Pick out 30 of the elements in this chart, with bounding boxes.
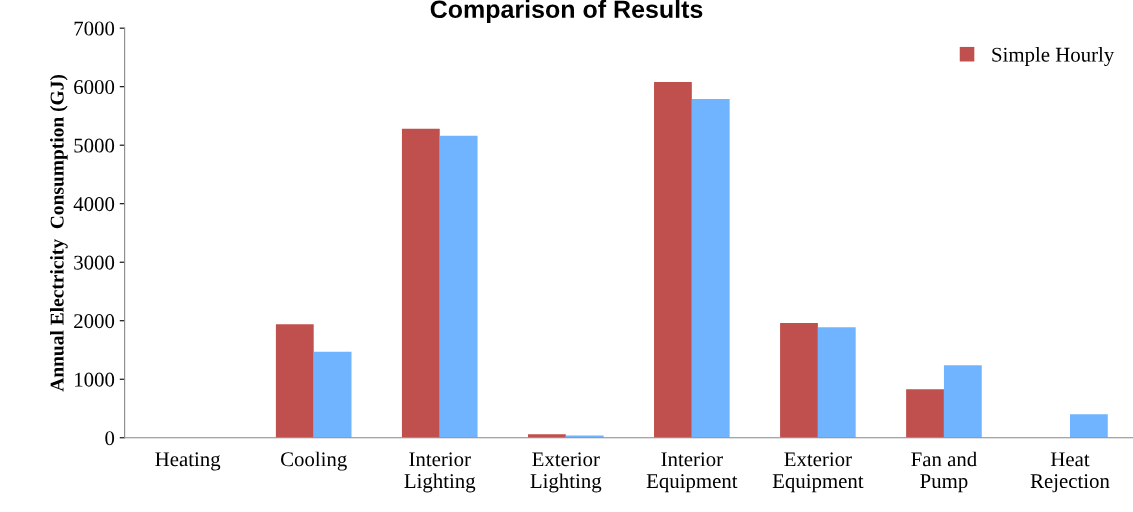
y-tick-label: 7000: [74, 21, 115, 36]
bar: [1069, 414, 1108, 438]
y-tick-label: 6000: [74, 80, 115, 95]
y-tick-label: 1000: [75, 372, 115, 387]
y-tick-label: 4000: [73, 197, 115, 212]
bar: [654, 81, 692, 438]
bar: [691, 98, 730, 438]
bar: [780, 323, 818, 438]
x-tick-label: Heating: [155, 452, 221, 471]
bar: [943, 365, 982, 438]
x-tick-label: Fan and Pump: [911, 451, 977, 493]
legend-label: Simple Hourly: [992, 47, 1115, 66]
x-tick-label: Heat Rejection: [1030, 452, 1110, 493]
y-tick-label: 3000: [74, 255, 115, 270]
x-tick-label: Exterior Lighting: [530, 452, 602, 493]
bar: [275, 324, 314, 438]
x-tick-label: Cooling: [280, 451, 347, 471]
bar: [401, 128, 440, 438]
y-axis-title: Annual Electricity Consumption (GJ): [50, 75, 68, 392]
y-tick-label: 5000: [74, 138, 115, 153]
chart-title: Comparison of Results: [430, 0, 703, 24]
bar: [906, 389, 944, 438]
y-tick-label: 2000: [74, 314, 115, 329]
x-tick-label: Interior Equipment: [646, 452, 738, 493]
bar: [817, 327, 856, 438]
x-tick-label: Interior Lighting: [404, 452, 476, 493]
bar: [439, 135, 478, 438]
x-tick-label: Exterior Equipment: [772, 452, 864, 493]
bar: [313, 351, 352, 438]
y-tick-label: 0: [105, 431, 115, 446]
